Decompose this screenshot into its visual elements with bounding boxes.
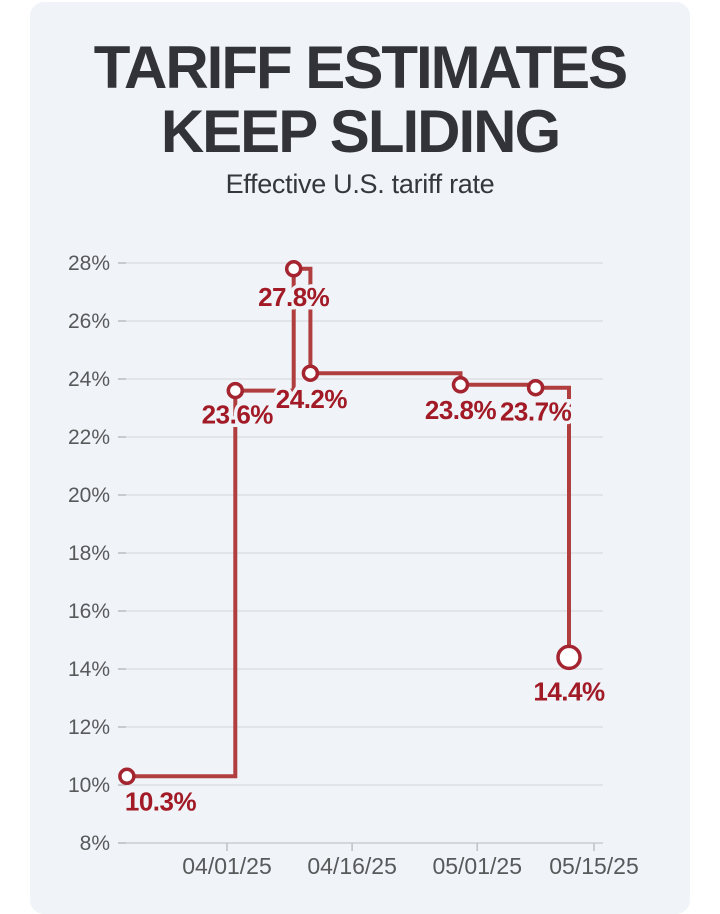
x-tick-label: 04/16/25 xyxy=(307,853,397,879)
y-tick-label: 28% xyxy=(68,252,110,275)
data-point-marker xyxy=(526,378,545,397)
y-tick-label: 24% xyxy=(68,368,110,391)
value-label: 10.3% xyxy=(125,786,197,816)
chart-title-line1: TARIFF ESTIMATES xyxy=(93,34,628,101)
data-point-marker xyxy=(226,381,245,400)
chart-card xyxy=(30,2,690,914)
value-label: 14.4% xyxy=(533,676,605,706)
y-tick-label: 20% xyxy=(68,484,110,507)
chart-subtitle: Effective U.S. tariff rate xyxy=(225,169,495,199)
y-tick-label: 26% xyxy=(68,310,110,333)
y-tick-label: 22% xyxy=(68,426,110,449)
tariff-step-line xyxy=(126,266,571,779)
x-tick-label: 04/01/25 xyxy=(182,853,272,879)
data-point-marker-current xyxy=(556,644,582,671)
x-tick-label: 05/01/25 xyxy=(432,853,522,879)
y-tick-label: 12% xyxy=(68,716,110,739)
data-point-marker xyxy=(284,260,303,278)
y-tick-label: 8% xyxy=(80,832,110,855)
y-tick-label: 16% xyxy=(68,600,110,623)
value-label: 23.7% xyxy=(500,397,572,427)
value-label: 24.2% xyxy=(276,384,348,414)
y-tick-label: 18% xyxy=(68,542,110,565)
value-label: 27.8% xyxy=(258,282,330,312)
data-point-marker xyxy=(118,767,136,786)
chart-title-line2: KEEP SLIDING xyxy=(160,98,561,165)
chart-title: TARIFF ESTIMATES KEEP SLIDING xyxy=(0,36,720,164)
y-tick-label: 14% xyxy=(68,658,110,681)
y-tick-label: 10% xyxy=(68,774,110,797)
data-point-marker xyxy=(301,364,320,382)
value-label: 23.6% xyxy=(202,400,274,430)
value-label: 23.8% xyxy=(425,395,497,425)
data-point-marker xyxy=(451,376,470,394)
x-tick-label: 05/15/25 xyxy=(549,853,639,879)
